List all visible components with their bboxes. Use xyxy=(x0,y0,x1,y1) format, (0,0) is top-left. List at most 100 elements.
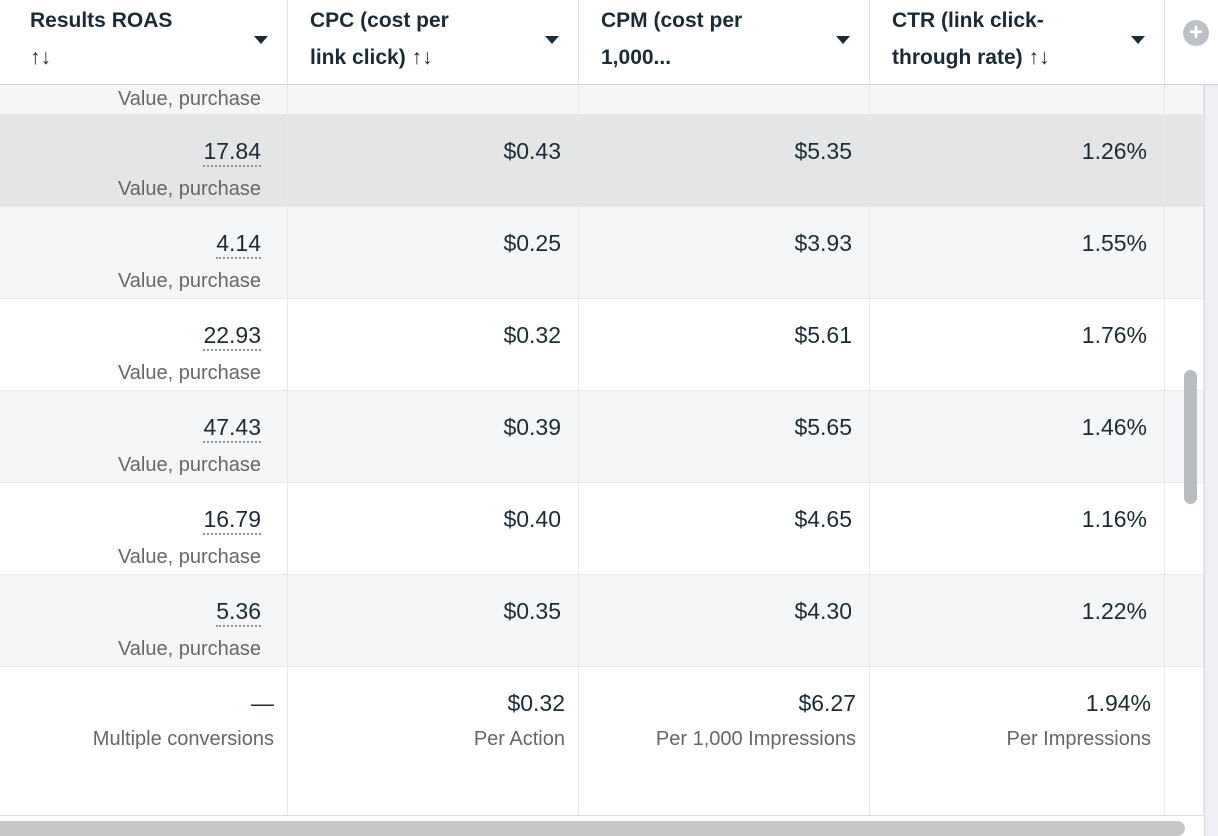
cell-cpm: $5.35 xyxy=(579,115,870,206)
summary-cpc-value: $0.32 xyxy=(507,690,565,716)
roas-value-link[interactable]: 4.14 xyxy=(216,230,261,259)
cell-ctr xyxy=(870,85,1165,114)
ctr-value: 1.22% xyxy=(1081,598,1147,624)
ctr-value: 1.16% xyxy=(1081,506,1147,532)
summary-roas-value: — xyxy=(251,690,274,716)
cell-ctr: 1.55% xyxy=(870,207,1165,298)
table-row[interactable]: 16.79 Value, purchase $0.40 $4.65 1.16% xyxy=(0,483,1218,575)
column-label-line: Results ROAS xyxy=(30,9,173,32)
table-row[interactable]: 22.93 Value, purchase $0.32 $5.61 1.76% xyxy=(0,299,1218,391)
ctr-value: 1.26% xyxy=(1081,138,1147,164)
roas-value-link[interactable]: 16.79 xyxy=(203,506,261,535)
summary-row: — Multiple conversions $0.32 Per Action … xyxy=(0,667,1218,816)
summary-cell-cpm: $6.27 Per 1,000 Impressions xyxy=(579,667,870,815)
column-label-line: CPC (cost per xyxy=(310,9,449,32)
table-row[interactable]: 17.84 Value, purchase $0.43 $5.35 1.26% xyxy=(0,115,1218,207)
summary-cell-ctr: 1.94% Per Impressions xyxy=(870,667,1165,815)
column-label-line: through rate) ↑↓ xyxy=(892,46,1050,69)
cell-extra xyxy=(1165,115,1204,206)
cpm-value: $4.30 xyxy=(794,598,852,624)
summary-cpc-label: Per Action xyxy=(473,728,565,750)
summary-cpm-label: Per 1,000 Impressions xyxy=(655,728,856,750)
cell-cpc: $0.43 xyxy=(288,115,579,206)
cell-results-roas: 5.36 Value, purchase xyxy=(0,575,288,666)
attribution-label: Value, purchase xyxy=(117,178,261,200)
cell-cpc: $0.40 xyxy=(288,483,579,574)
roas-value-link[interactable]: 17.84 xyxy=(203,138,261,167)
column-header-cpc[interactable]: CPC (cost per link click) ↑↓ xyxy=(288,0,579,84)
column-header-results-roas[interactable]: Results ROAS ↑↓ xyxy=(0,0,288,84)
sort-arrows-icon: ↑↓ xyxy=(30,46,51,69)
column-label-line: CPM (cost per xyxy=(601,9,743,32)
summary-cell-results-roas: — Multiple conversions xyxy=(0,667,288,815)
attribution-label: Value, purchase xyxy=(117,454,261,476)
summary-cell-cpc: $0.32 Per Action xyxy=(288,667,579,815)
attribution-label: Value, purchase xyxy=(117,638,261,660)
table-row[interactable]: 47.43 Value, purchase $0.39 $5.65 1.46% xyxy=(0,391,1218,483)
cell-results-roas: 16.79 Value, purchase xyxy=(0,483,288,574)
cell-results-roas: 4.14 Value, purchase xyxy=(0,207,288,298)
attribution-label: Value, purchase xyxy=(117,362,261,384)
cell-cpc: $0.32 xyxy=(288,299,579,390)
ctr-value: 1.55% xyxy=(1081,230,1147,256)
cpm-value: $5.35 xyxy=(794,138,852,164)
chevron-down-icon[interactable] xyxy=(1131,36,1145,44)
column-header-ctr[interactable]: CTR (link click- through rate) ↑↓ xyxy=(870,0,1165,84)
attribution-label: Value, purchase xyxy=(117,88,261,110)
cpc-value: $0.40 xyxy=(503,506,561,532)
roas-value-link[interactable]: 5.36 xyxy=(216,598,261,627)
cell-ctr: 1.26% xyxy=(870,115,1165,206)
cpm-value: $4.65 xyxy=(794,506,852,532)
cell-ctr: 1.16% xyxy=(870,483,1165,574)
cpm-value: $5.61 xyxy=(794,322,852,348)
summary-roas-label: Multiple conversions xyxy=(92,728,274,750)
chevron-down-icon[interactable] xyxy=(254,36,268,44)
attribution-label: Value, purchase xyxy=(117,270,261,292)
attribution-label: Value, purchase xyxy=(117,546,261,568)
cell-cpm xyxy=(579,85,870,114)
cell-extra xyxy=(1165,85,1204,114)
cell-cpc: $0.35 xyxy=(288,575,579,666)
right-panel-gutter xyxy=(1204,85,1218,836)
cell-ctr: 1.76% xyxy=(870,299,1165,390)
roas-value-link[interactable]: 47.43 xyxy=(203,414,261,443)
cell-cpm: $5.65 xyxy=(579,391,870,482)
cell-ctr: 1.46% xyxy=(870,391,1165,482)
cpc-value: $0.39 xyxy=(503,414,561,440)
cpc-value: $0.25 xyxy=(503,230,561,256)
summary-cell-extra xyxy=(1165,667,1204,815)
summary-ctr-label: Per Impressions xyxy=(1006,728,1152,750)
ctr-value: 1.76% xyxy=(1081,322,1147,348)
column-label-line: 1,000... xyxy=(601,46,672,69)
cell-results-roas: 47.43 Value, purchase xyxy=(0,391,288,482)
table-row[interactable]: 4.14 Value, purchase $0.25 $3.93 1.55% xyxy=(0,207,1218,299)
cpm-value: $5.65 xyxy=(794,414,852,440)
chevron-down-icon[interactable] xyxy=(545,36,559,44)
column-header-cpm[interactable]: CPM (cost per 1,000... xyxy=(579,0,870,84)
table-header-row: Results ROAS ↑↓ CPC (cost per link click… xyxy=(0,0,1218,85)
ctr-value: 1.46% xyxy=(1081,414,1147,440)
horizontal-scrollbar-thumb[interactable] xyxy=(0,821,1185,836)
column-label-line: CTR (link click- xyxy=(892,9,1044,32)
summary-cpm-value: $6.27 xyxy=(798,690,856,716)
plus-icon: + xyxy=(1188,19,1203,46)
table-row[interactable]: 5.36 Value, purchase $0.35 $4.30 1.22% xyxy=(0,575,1218,667)
cell-extra xyxy=(1165,299,1204,390)
add-column-button[interactable]: + xyxy=(1183,20,1209,46)
cell-cpm: $5.61 xyxy=(579,299,870,390)
roas-value-link[interactable]: 22.93 xyxy=(203,322,261,351)
cpc-value: $0.35 xyxy=(503,598,561,624)
vertical-scrollbar-thumb[interactable] xyxy=(1184,370,1197,504)
cpc-value: $0.32 xyxy=(503,322,561,348)
cpc-value: $0.43 xyxy=(503,138,561,164)
cell-results-roas: 17.84 Value, purchase xyxy=(0,115,288,206)
cell-extra xyxy=(1165,483,1204,574)
cell-cpc: $0.39 xyxy=(288,391,579,482)
cell-cpm: $4.65 xyxy=(579,483,870,574)
cell-extra xyxy=(1165,575,1204,666)
cell-results-roas: Value, purchase xyxy=(0,85,288,114)
table-row-partial[interactable]: Value, purchase xyxy=(0,85,1218,115)
cell-cpm: $4.30 xyxy=(579,575,870,666)
cell-extra xyxy=(1165,207,1204,298)
chevron-down-icon[interactable] xyxy=(836,36,850,44)
